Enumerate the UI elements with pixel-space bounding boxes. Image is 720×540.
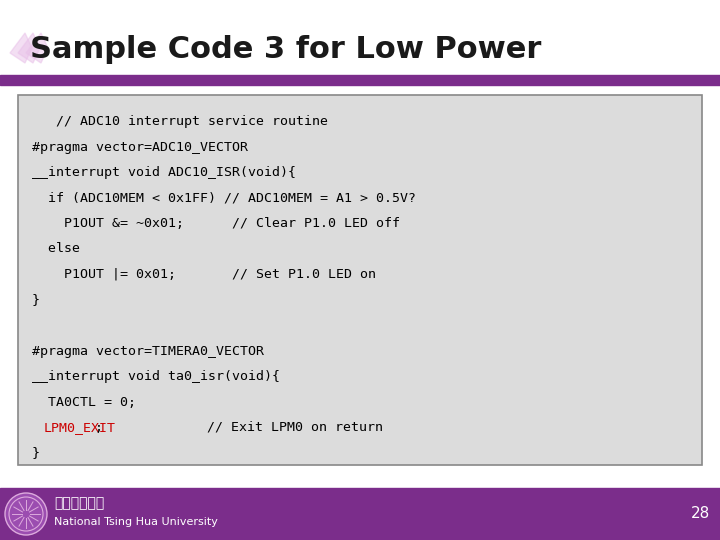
Text: __interrupt void ADC10_ISR(void){: __interrupt void ADC10_ISR(void){ <box>32 166 296 179</box>
Polygon shape <box>26 33 48 63</box>
Bar <box>0 75 720 85</box>
Text: }: } <box>32 294 40 307</box>
Polygon shape <box>10 33 32 63</box>
Text: // ADC10 interrupt service routine: // ADC10 interrupt service routine <box>32 115 328 128</box>
Text: #pragma vector=TIMERA0_VECTOR: #pragma vector=TIMERA0_VECTOR <box>32 345 264 357</box>
Bar <box>18 95 702 465</box>
Text: #pragma vector=ADC10_VECTOR: #pragma vector=ADC10_VECTOR <box>32 140 248 153</box>
Text: P1OUT |= 0x01;       // Set P1.0 LED on: P1OUT |= 0x01; // Set P1.0 LED on <box>32 268 376 281</box>
Polygon shape <box>18 33 40 63</box>
Circle shape <box>5 493 47 535</box>
Text: Sample Code 3 for Low Power: Sample Code 3 for Low Power <box>30 36 541 64</box>
Text: __interrupt void ta0_isr(void){: __interrupt void ta0_isr(void){ <box>32 370 280 383</box>
Bar <box>0 488 720 540</box>
Text: National Tsing Hua University: National Tsing Hua University <box>54 517 218 527</box>
Text: P1OUT &= ~0x01;      // Clear P1.0 LED off: P1OUT &= ~0x01; // Clear P1.0 LED off <box>32 217 400 230</box>
Text: TA0CTL = 0;: TA0CTL = 0; <box>32 395 136 408</box>
Text: LPM0_EXIT: LPM0_EXIT <box>43 421 115 434</box>
Text: 28: 28 <box>690 507 710 522</box>
Text: }: } <box>32 447 40 460</box>
Text: 國立清華大學: 國立清華大學 <box>54 496 104 510</box>
Text: if (ADC10MEM < 0x1FF) // ADC10MEM = A1 > 0.5V?: if (ADC10MEM < 0x1FF) // ADC10MEM = A1 >… <box>32 192 416 205</box>
Text: ;             // Exit LPM0 on return: ; // Exit LPM0 on return <box>95 421 383 434</box>
Text: else: else <box>32 242 80 255</box>
